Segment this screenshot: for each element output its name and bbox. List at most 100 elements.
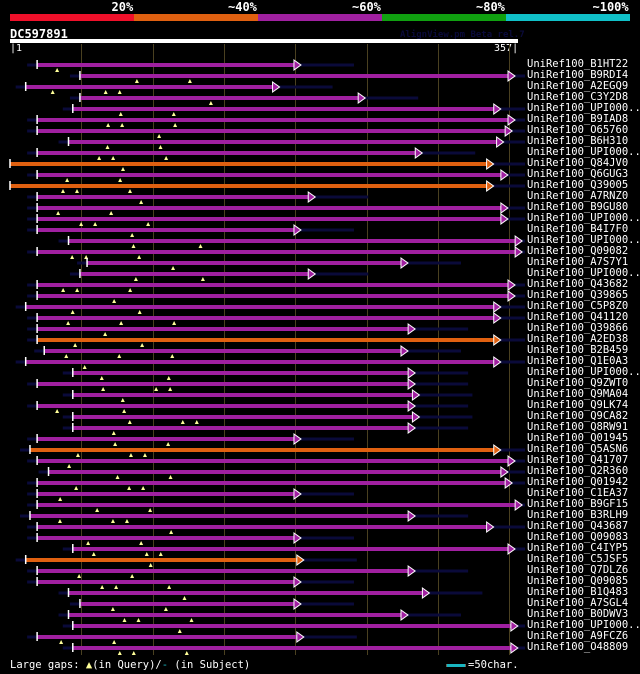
hit-end-arrow (496, 136, 505, 148)
hit-label[interactable]: UniRef100_B6H310 (527, 135, 629, 147)
query-gap-marker (208, 101, 213, 105)
query-gap-marker (50, 90, 55, 94)
hit-label[interactable]: UniRef100_C5JSF5 (527, 553, 629, 565)
hit-end-arrow (307, 191, 317, 203)
hit-bar (37, 437, 294, 441)
query-gap-marker (120, 398, 125, 402)
hit-label[interactable]: UniRef100_B0DWV3 (527, 608, 629, 620)
hit-label[interactable]: UniRef100_Q1E0A3 (527, 355, 629, 367)
hit-label[interactable]: UniRef100_Q09085 (527, 575, 629, 587)
query-gap-marker (169, 530, 174, 534)
hit-label[interactable]: UniRef100_Q9MA04 (527, 388, 629, 400)
query-gap-marker (124, 519, 129, 523)
query-gap-marker (95, 508, 100, 512)
hit-bar (72, 371, 409, 375)
hit-label[interactable]: UniRef100_Q39005 (527, 179, 629, 191)
hit-end-arrow (507, 70, 516, 82)
hit-label[interactable]: UniRef100_Q39866 (527, 322, 629, 334)
hit-end-arrow (293, 433, 302, 445)
hit-label[interactable]: UniRef100_Q41707 (527, 454, 629, 466)
hit-label[interactable]: UniRef100_C1EA37 (527, 487, 629, 499)
hit-label[interactable]: UniRef100_UPI000.. (527, 366, 640, 378)
hit-label[interactable]: UniRef100_Q01942 (527, 476, 629, 488)
hit-label[interactable]: UniRef100_B3RLH9 (527, 509, 629, 521)
hit-label[interactable]: UniRef100_O65760 (527, 124, 629, 136)
hit-label[interactable]: UniRef100_Q84JV0 (527, 157, 629, 169)
scale-legend: =50char. (444, 659, 519, 671)
hit-label[interactable]: UniRef100_Q01945 (527, 432, 629, 444)
legend-segment (382, 14, 506, 21)
hit-label[interactable]: UniRef100_B4I7F0 (527, 223, 629, 235)
hit-label[interactable]: UniRef100_A2EGQ9 (527, 80, 629, 92)
hit-label[interactable]: UniRef100_UPI000.. (527, 234, 640, 246)
hit-label[interactable]: UniRef100_UPI000.. (527, 619, 640, 631)
hit-label[interactable]: UniRef100_UPI000.. (527, 146, 640, 158)
hit-bar (37, 63, 294, 67)
query-gap-marker (158, 552, 163, 556)
hit-label[interactable]: UniRef100_Q5ASN6 (527, 443, 629, 455)
hit-label[interactable]: UniRef100_Q09083 (527, 531, 629, 543)
hit-end-arrow (407, 378, 416, 390)
hit-label[interactable]: UniRef100_B9IAD8 (527, 113, 629, 125)
query-gap-marker (157, 134, 162, 138)
hit-label[interactable]: UniRef100_B9GF15 (527, 498, 629, 510)
hit-label[interactable]: UniRef100_A7RNZ0 (527, 190, 629, 202)
hit-label[interactable]: UniRef100_B9RDI4 (527, 69, 629, 81)
hit-label[interactable]: UniRef100_Q9LK74 (527, 399, 629, 411)
hit-end-arrow (293, 532, 302, 544)
hit-label[interactable]: UniRef100_Q39865 (527, 289, 629, 301)
query-gap-marker (172, 321, 177, 325)
hit-end-arrow (400, 345, 409, 357)
hit-label[interactable]: UniRef100_Q9ZWT0 (527, 377, 629, 389)
hit-label[interactable]: UniRef100_C4IYP5 (527, 542, 629, 554)
hit-bar (72, 624, 511, 628)
query-gap-marker (117, 651, 122, 655)
query-gap-marker (121, 167, 125, 171)
hit-end-arrow (407, 323, 416, 335)
hit-label[interactable]: UniRef100_Q41120 (527, 311, 629, 323)
hit-label[interactable]: UniRef100_UPI000.. (527, 102, 640, 114)
hit-label[interactable]: UniRef100_Q7DLZ6 (527, 564, 629, 576)
hit-label[interactable]: UniRef100_Q6GUG3 (527, 168, 629, 180)
hit-label[interactable]: UniRef100_B1Q483 (527, 586, 629, 598)
hit-label[interactable]: UniRef100_Q9CA82 (527, 410, 629, 422)
hit-label[interactable]: UniRef100_Q2R360 (527, 465, 629, 477)
hit-label[interactable]: UniRef100_C5P8Z0 (527, 300, 629, 312)
hit-label[interactable]: UniRef100_B2B459 (527, 344, 629, 356)
hit-end-arrow (307, 268, 317, 280)
hit-label[interactable]: UniRef100_B9GU80 (527, 201, 629, 213)
hit-label[interactable]: UniRef100_Q09082 (527, 245, 629, 257)
hit-label[interactable]: UniRef100_A2ED38 (527, 333, 629, 345)
hit-end-arrow (500, 213, 509, 225)
hit-end-arrow (411, 389, 421, 401)
hit-label[interactable]: UniRef100_C3Y2D8 (527, 91, 629, 103)
legend-label: ~40% (228, 0, 257, 14)
hit-bar (37, 195, 309, 199)
query-gap-marker (166, 442, 171, 446)
hit-label[interactable]: UniRef100_Q43687 (527, 520, 629, 532)
hit-label[interactable]: UniRef100_UPI000.. (527, 212, 640, 224)
hit-label[interactable]: UniRef100_B1HT22 (527, 58, 629, 70)
hit-bar (72, 547, 509, 551)
hit-label[interactable]: UniRef100_A7S7Y1 (527, 256, 629, 268)
hit-label[interactable]: UniRef100_Q8RW91 (527, 421, 629, 433)
query-gap-marker (117, 354, 122, 358)
query-name: DC597891 (10, 27, 68, 41)
hit-end-arrow (407, 422, 416, 434)
hit-bar (68, 239, 516, 243)
query-gap-marker (130, 233, 135, 237)
hit-bar (29, 514, 409, 518)
query-gap-marker (148, 508, 153, 512)
hit-end-arrow (293, 598, 302, 610)
hit-label[interactable]: UniRef100_Q43682 (527, 278, 629, 290)
query-gap-marker (106, 123, 111, 127)
query-gap-marker (70, 255, 75, 259)
hit-bar (79, 272, 309, 276)
query-gap-marker (134, 79, 139, 83)
query-gap-marker (105, 145, 110, 149)
hit-label[interactable]: UniRef100_UPI000.. (527, 267, 640, 279)
hit-label[interactable]: UniRef100_A7SGL4 (527, 597, 629, 609)
hit-label[interactable]: UniRef100_A9FCZ6 (527, 630, 629, 642)
hit-label[interactable]: UniRef100_O48809 (527, 641, 629, 653)
hit-bar (37, 503, 516, 507)
